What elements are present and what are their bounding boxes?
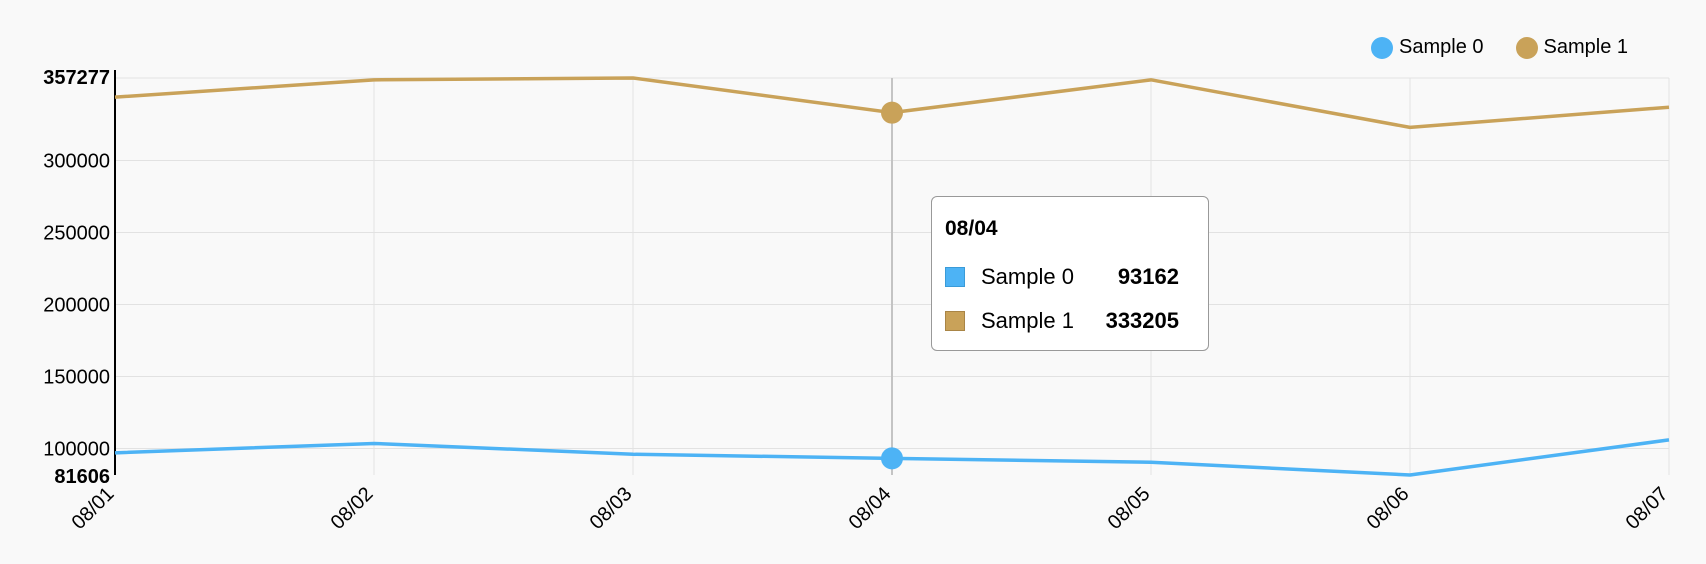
tooltip-series-name: Sample 1 (981, 308, 1074, 333)
chart-legend: Sample 0 Sample 1 (1371, 36, 1628, 59)
legend-label-sample-1: Sample 1 (1543, 36, 1629, 58)
x-tick-label: 08/03 (586, 483, 637, 534)
hover-point-sample-0 (881, 447, 903, 470)
x-tick-label: 08/06 (1363, 483, 1414, 534)
x-tick-label: 08/05 (1104, 483, 1155, 534)
y-min-label: 81606 (54, 466, 110, 488)
x-tick-label: 08/04 (845, 483, 896, 534)
tooltip-series-value: 93162 (1117, 264, 1179, 289)
chart-tooltip: 08/04 Sample 0 93162 Sample 1 333205 (931, 196, 1209, 351)
tooltip-swatch-sample-0 (945, 267, 965, 287)
tooltip-row-sample-0: Sample 0 93162 (945, 255, 1195, 299)
legend-item-sample-0[interactable]: Sample 0 (1371, 36, 1484, 59)
tooltip-swatch-sample-1 (945, 311, 965, 331)
legend-swatch-sample-0 (1371, 36, 1393, 59)
y-tick-label: 200000 (43, 294, 110, 316)
x-tick-label: 08/01 (68, 483, 119, 534)
tooltip-series-name: Sample 0 (981, 264, 1074, 289)
tooltip-title: 08/04 (945, 217, 998, 240)
x-tick-label: 08/07 (1622, 483, 1673, 534)
y-max-label: 357277 (43, 67, 110, 89)
legend-item-sample-1[interactable]: Sample 1 (1515, 36, 1629, 59)
y-tick-label: 100000 (43, 439, 110, 461)
y-tick-label: 150000 (43, 367, 110, 389)
y-tick-label: 250000 (43, 222, 110, 244)
tooltip-row-sample-1: Sample 1 333205 (945, 299, 1195, 343)
y-tick-label: 300000 (43, 150, 110, 172)
legend-swatch-sample-1 (1515, 36, 1538, 59)
hover-point-sample-1 (881, 101, 903, 124)
tooltip-series-value: 333205 (1105, 308, 1179, 333)
x-tick-label: 08/02 (327, 483, 378, 534)
legend-label-sample-0: Sample 0 (1399, 36, 1484, 58)
